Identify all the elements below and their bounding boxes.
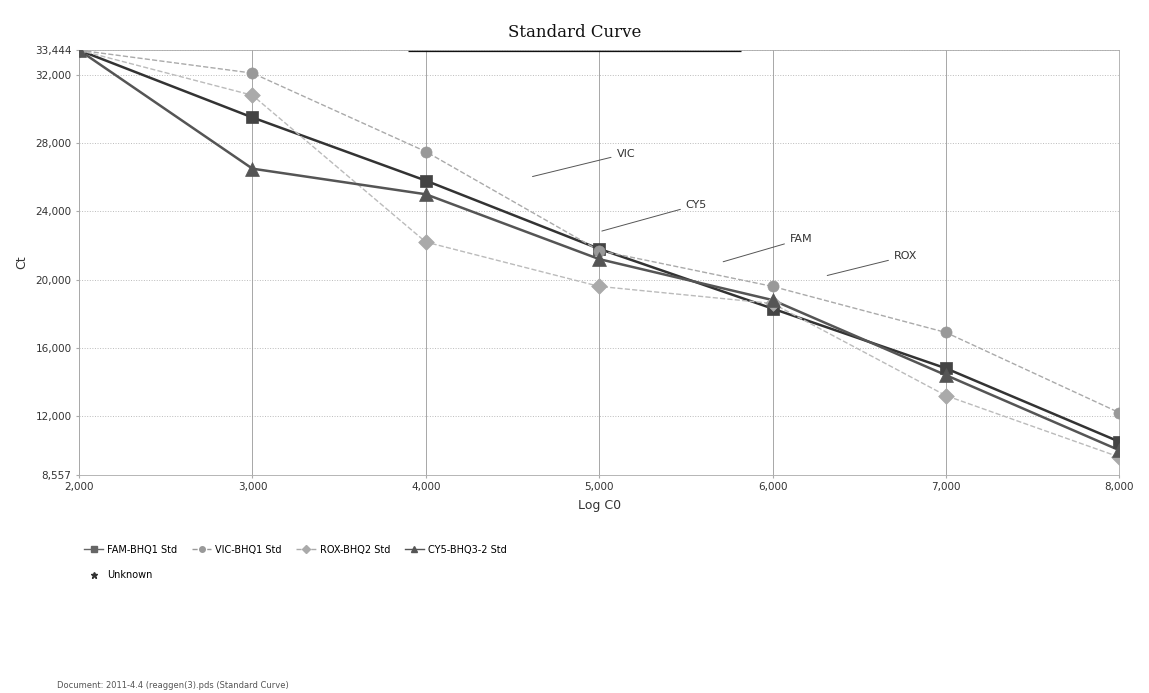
Y-axis label: Ct: Ct [15,256,28,270]
Point [936,327,955,338]
Point [70,44,88,55]
Text: ROX: ROX [827,251,917,276]
Point [244,68,262,79]
Point [1110,451,1128,462]
Text: CY5: CY5 [602,200,707,231]
Point [70,44,88,55]
Legend: Unknown: Unknown [84,570,153,580]
Point [70,44,88,55]
Point [936,362,955,374]
Point [589,245,608,256]
Point [70,44,88,55]
Point [589,243,608,254]
Point [244,112,262,123]
Point [589,281,608,292]
Point [763,303,781,314]
Point [1110,407,1128,418]
Text: Standard Curve: Standard Curve [508,24,641,42]
Text: Document: 2011-4.4 (reaggen(3).pds (Standard Curve): Document: 2011-4.4 (reaggen(3).pds (Stan… [57,681,290,690]
Point [417,188,435,200]
Point [589,254,608,265]
Point [763,295,781,306]
Point [417,146,435,157]
Text: VIC: VIC [532,149,635,177]
Point [417,175,435,186]
Point [1110,445,1128,456]
Point [763,281,781,292]
Point [936,390,955,401]
Point [936,369,955,380]
Point [244,163,262,174]
Point [763,298,781,309]
Point [1110,436,1128,447]
Point [417,236,435,247]
Text: FAM: FAM [723,234,812,262]
X-axis label: Log C0: Log C0 [578,500,620,512]
Point [244,90,262,101]
